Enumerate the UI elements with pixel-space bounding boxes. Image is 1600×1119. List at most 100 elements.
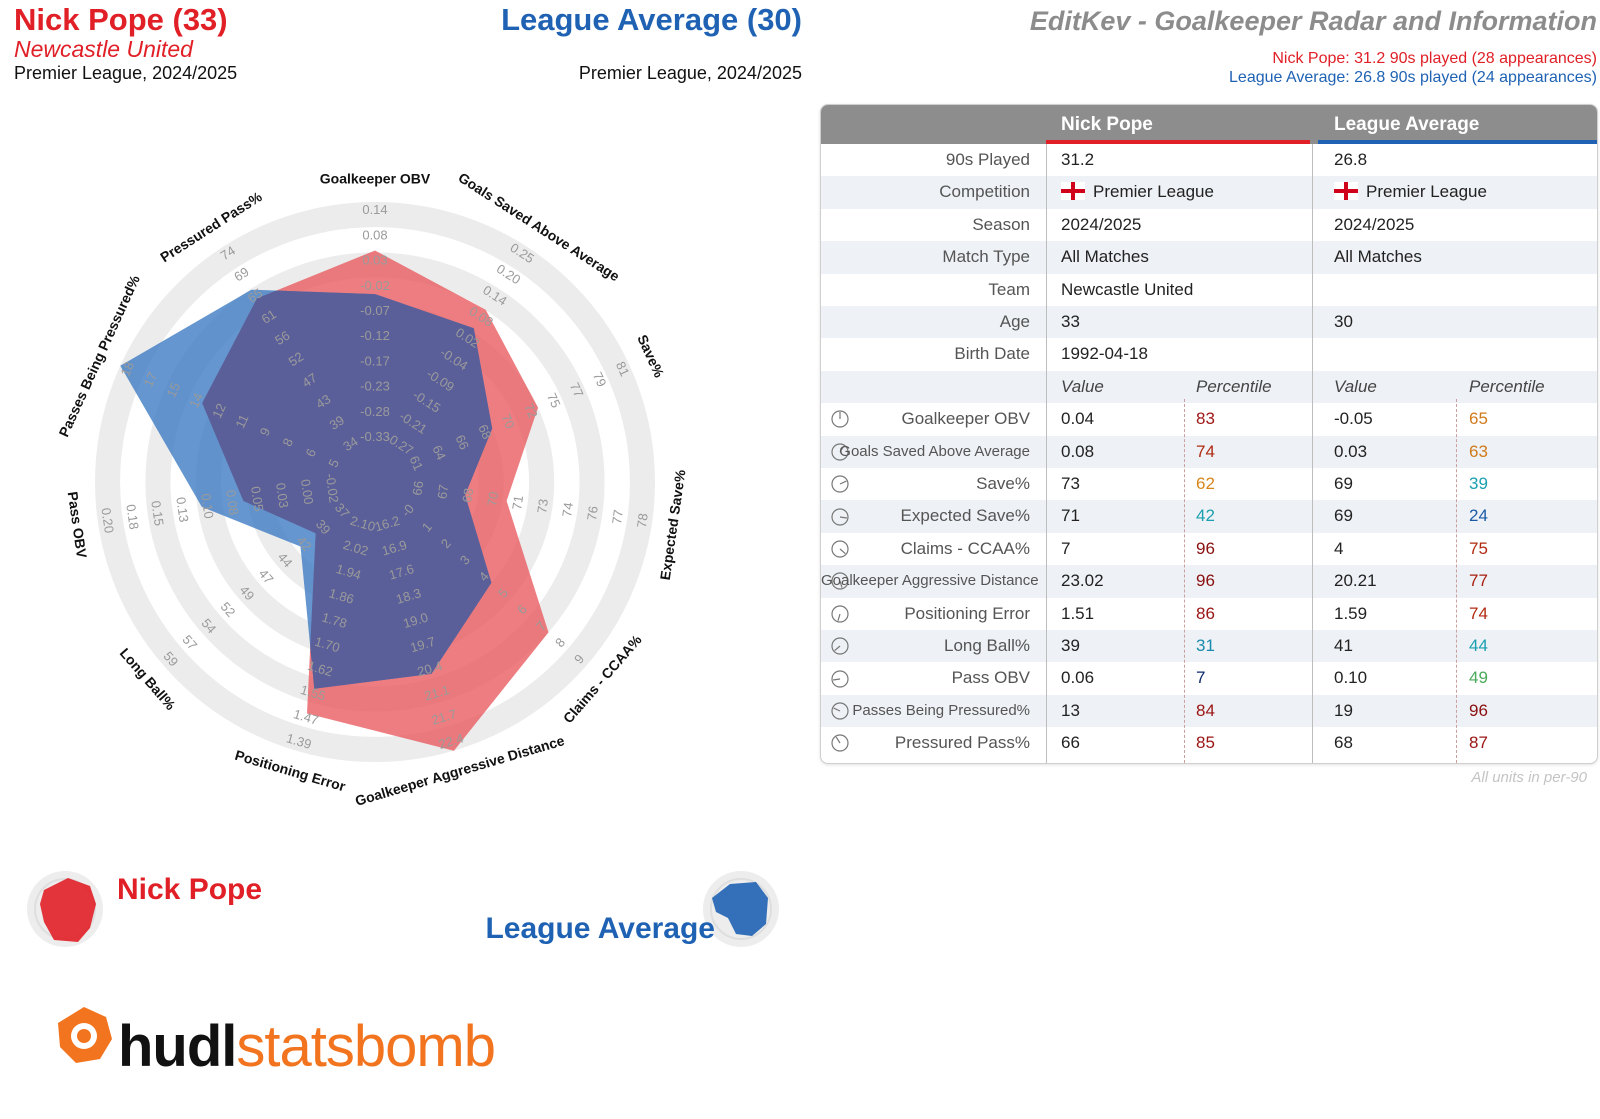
metric-label: Claims - CCAA% <box>900 538 1030 558</box>
radar-tick-label: 20.4 <box>416 658 445 680</box>
average-value: Premier League <box>1334 176 1487 208</box>
average-percentile: 24 <box>1469 506 1488 526</box>
radar-tick-label: 0.05 <box>248 485 266 512</box>
radar-tick-label: -0.23 <box>360 379 390 394</box>
radar-tick-label: 1.86 <box>327 585 356 607</box>
radar-tick-label: 0.13 <box>173 496 191 523</box>
radar-tick-label: 52 <box>286 349 306 369</box>
average-percentile: 44 <box>1469 636 1488 655</box>
radar-tick-label: 43 <box>313 391 333 411</box>
player-percentile: 31 <box>1196 636 1215 655</box>
metric-gauge-icon <box>831 410 849 428</box>
average-value: 0.10 <box>1334 668 1368 688</box>
player-percentile: 7 <box>1196 668 1206 688</box>
player-percentile: 42 <box>1196 506 1215 526</box>
radar-chart: -0.33 -0.28 -0.23 -0.17 -0.12 -0.07 -0.02 0.03 0… <box>55 169 688 809</box>
radar-tick-label: 65 <box>245 285 265 305</box>
player-legend-icon <box>27 871 103 947</box>
radar-tick-label: 67 <box>434 484 451 500</box>
percentile-divider <box>1184 399 1185 763</box>
average-value: 69 <box>1334 506 1353 526</box>
radar-tick-label: 2.02 <box>341 537 370 559</box>
row-label: Match Type <box>942 247 1030 267</box>
table-row: Goalkeeper OBV 0.04 83 -0.05 65 <box>821 403 1597 435</box>
radar-tick-label: 0.03 <box>362 253 387 268</box>
average-value: 68 <box>1334 733 1353 753</box>
player-value: 71 <box>1061 506 1080 526</box>
metric-gauge-icon <box>831 669 849 688</box>
table-row: Pressured Pass% 66 85 68 87 <box>821 727 1597 759</box>
radar-tick-label: 17.6 <box>387 561 416 583</box>
average-percentile: 63 <box>1469 441 1488 461</box>
metric-gauge-icon <box>831 507 849 526</box>
table-row: Birth Date 1992-04-18 <box>821 338 1597 370</box>
radar-tick-label: 47 <box>299 370 319 390</box>
hudl-logo-icon <box>58 1007 112 1063</box>
radar-tick-label: -0.17 <box>360 353 390 368</box>
player-value-text: 2024/2025 <box>1061 214 1142 234</box>
table-row: Claims - CCAA% 7 96 4 75 <box>821 533 1597 565</box>
radar-tick-label: 75 <box>544 391 564 410</box>
average-percentile: 65 <box>1469 409 1488 429</box>
player-value-text: 33 <box>1061 312 1080 331</box>
player-value: Premier League <box>1061 176 1214 208</box>
player-percentile: 74 <box>1196 441 1215 461</box>
column-divider <box>1312 144 1313 763</box>
header-player-underline <box>1046 140 1310 144</box>
radar-tick-label: 15 <box>163 380 183 399</box>
player-percentile-subheader: Percentile <box>1196 376 1272 396</box>
radar-axis-label: Pass OBV <box>65 491 90 560</box>
table-row: Long Ball% 39 31 41 44 <box>821 630 1597 663</box>
subheader-row: Value Percentile Value Percentile <box>821 370 1597 404</box>
player-value: 23.02 <box>1061 571 1104 591</box>
average-title: League Average (30) <box>501 2 802 37</box>
average-percentile: 96 <box>1469 700 1488 720</box>
radar-tick-label: 0.03 <box>273 482 291 509</box>
player-value: 0.06 <box>1061 668 1095 688</box>
player-value-text: 31.2 <box>1061 150 1095 169</box>
metric-label: Goals Saved Above Average <box>839 442 1030 460</box>
table-header: Nick Pope League Average <box>821 105 1597 144</box>
metric-label: Pressured Pass% <box>894 733 1030 753</box>
metric-gauge-icon <box>831 475 849 493</box>
radar-tick-label: 72 <box>521 401 541 420</box>
radar-tick-label: 17 <box>140 370 160 389</box>
radar-tick-label: 1.62 <box>306 658 335 680</box>
radar-tick-label: 1.47 <box>292 706 321 728</box>
row-label: Season <box>972 214 1030 234</box>
radar-tick-label: 1.94 <box>334 561 363 583</box>
player-value: 39 <box>1061 636 1080 655</box>
metric-label: Expected Save% <box>900 506 1030 526</box>
player-value: 1.51 <box>1061 603 1095 623</box>
player-value: 73 <box>1061 474 1080 493</box>
radar-tick-label: 0.10 <box>198 492 216 519</box>
radar-tick-label: 77 <box>609 509 626 525</box>
average-percentile: 87 <box>1469 733 1488 753</box>
radar-tick-label: 71 <box>509 494 526 510</box>
average-percentile: 77 <box>1469 571 1488 591</box>
player-title: Nick Pope (33) <box>14 2 228 37</box>
average-value-subheader: Value <box>1334 376 1377 396</box>
table-row: Season 2024/2025 2024/2025 <box>821 209 1597 241</box>
radar-ring <box>95 202 655 762</box>
radar-tick-label: -0.07 <box>360 303 390 318</box>
average-percentile: 75 <box>1469 538 1488 558</box>
table-row: Age 33 30 <box>821 306 1597 339</box>
average-played-info: League Average: 26.8 90s played (24 appe… <box>1229 69 1597 86</box>
logo-hudl-text: hudl <box>118 1014 237 1079</box>
metric-label: Long Ball% <box>943 636 1030 655</box>
radar-tick-label: 79 <box>590 370 610 389</box>
radar-tick-label: 1.55 <box>299 682 328 704</box>
radar-tick-label: 0.20 <box>98 507 116 534</box>
player-value-text: Premier League <box>1093 182 1214 202</box>
metric-gauge-icon <box>831 734 849 752</box>
player-value-text: 1992-04-18 <box>1061 344 1148 364</box>
average-value-text: 30 <box>1334 312 1353 331</box>
radar-tick-label: 70 <box>484 491 501 507</box>
radar-tick-label: 2.10 <box>349 513 378 535</box>
metric-label: Pass OBV <box>951 668 1030 688</box>
player-value: 0.08 <box>1061 441 1095 461</box>
radar-tick-label: 64 <box>429 443 449 462</box>
radar-tick-label: -0.33 <box>360 429 390 444</box>
average-value: 41 <box>1334 636 1353 655</box>
